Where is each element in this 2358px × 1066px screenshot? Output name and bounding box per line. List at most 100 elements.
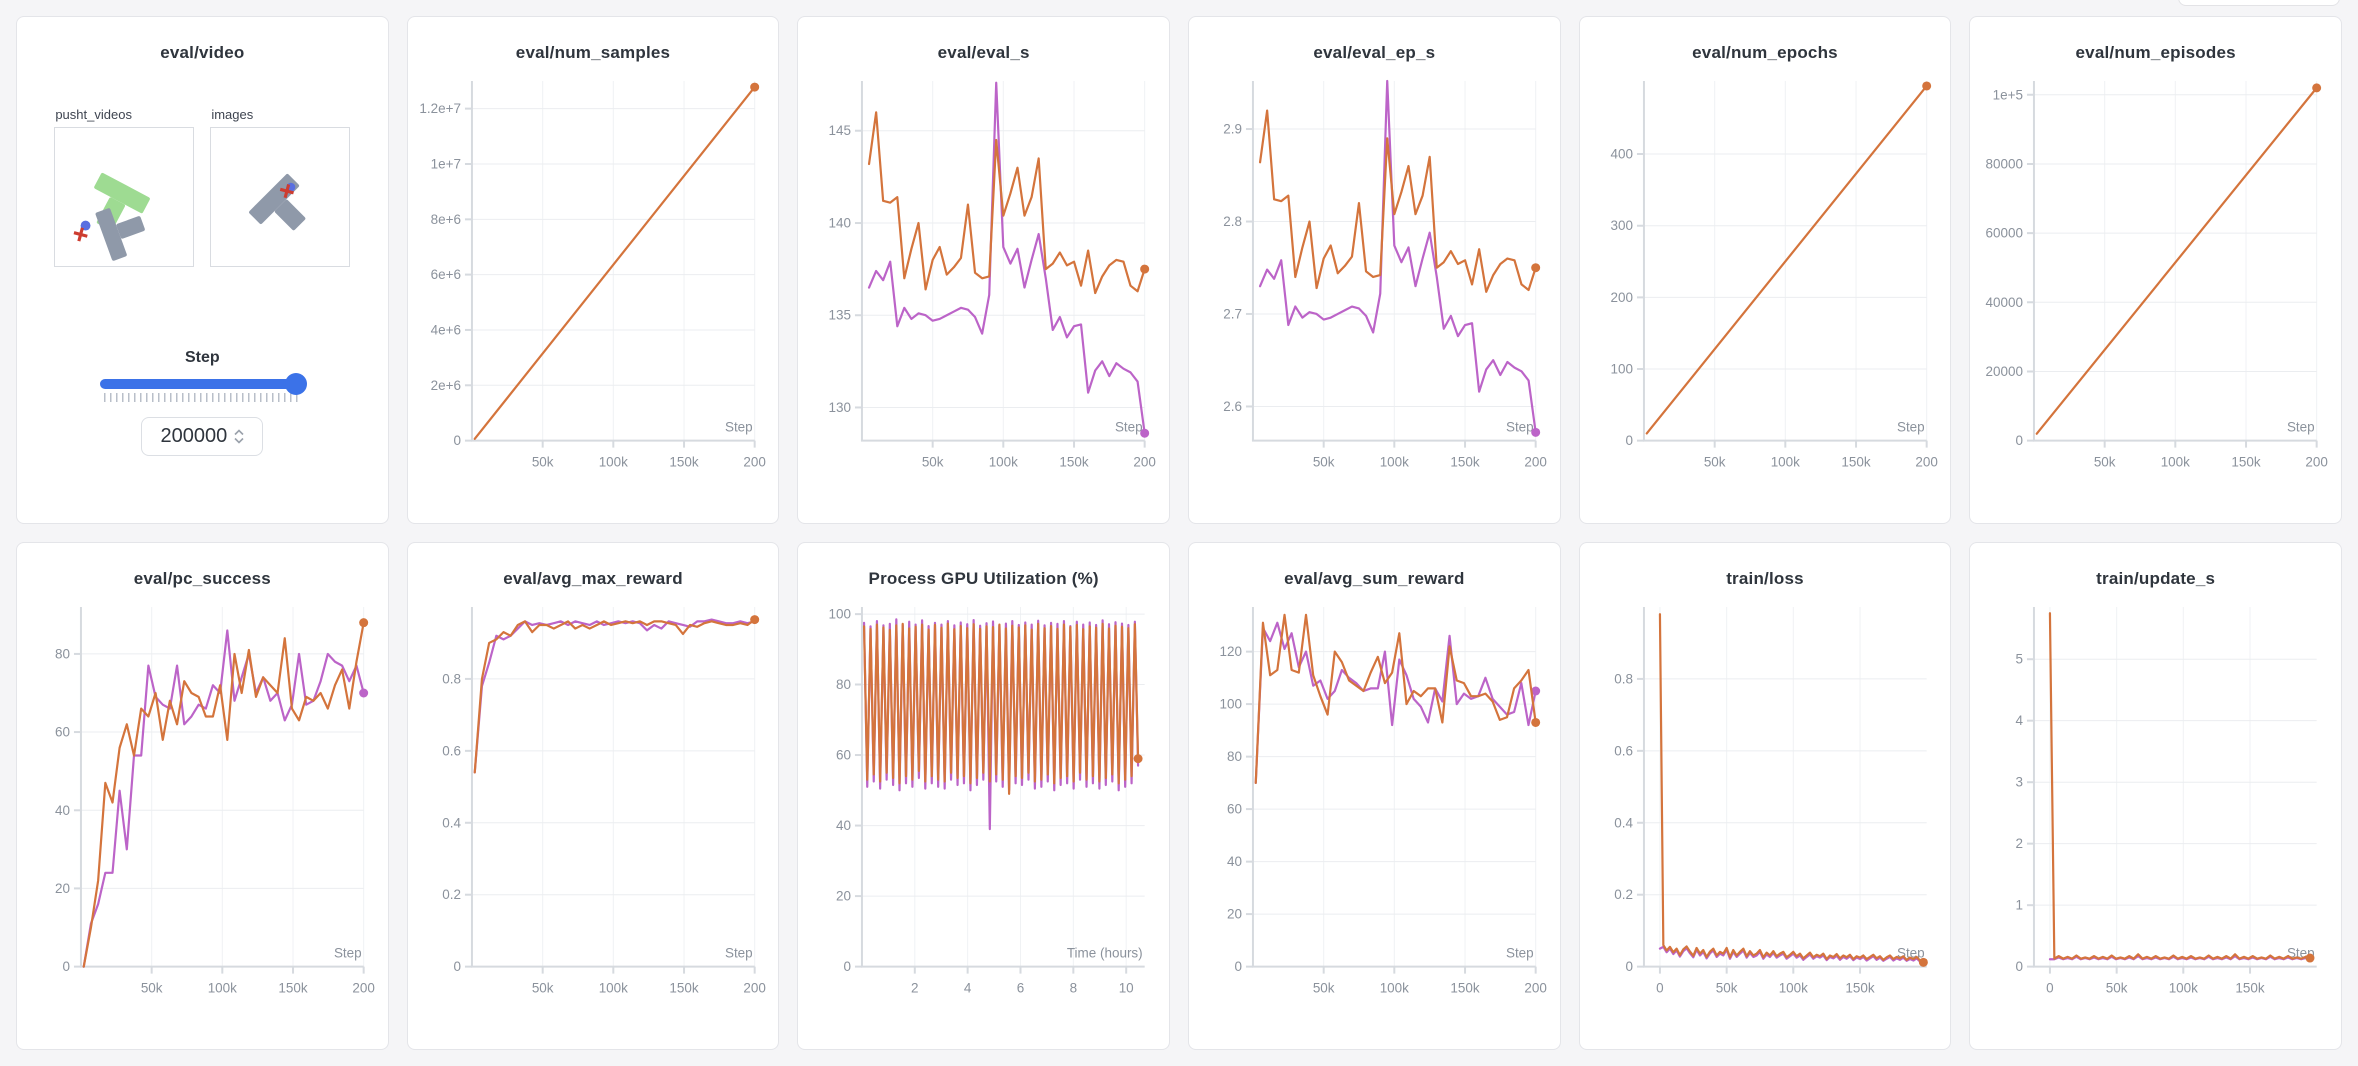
chart-title: eval/pc_success: [133, 569, 271, 588]
goal-cross-icon: [280, 184, 295, 199]
svg-text:400: 400: [1610, 147, 1632, 162]
svg-text:0.6: 0.6: [1614, 743, 1633, 758]
svg-text:130: 130: [829, 400, 851, 415]
svg-text:100k: 100k: [208, 981, 237, 996]
svg-text:100k: 100k: [2169, 981, 2198, 996]
chevron-down-icon[interactable]: [234, 437, 244, 444]
svg-text:Step: Step: [725, 946, 753, 961]
svg-text:Step: Step: [725, 420, 753, 435]
svg-text:0: 0: [453, 433, 461, 448]
chart-title: Process GPU Utilization (%): [868, 569, 1099, 588]
clipped-panel-edge: [2178, 0, 2340, 6]
chart-gpu-utilization[interactable]: 2 4 6 8 10 0 20 40 60 80 100 Time (hours): [810, 591, 1157, 1025]
svg-text:5: 5: [2016, 652, 2024, 667]
slider-handle[interactable]: [285, 373, 308, 395]
chart-title: eval/num_samples: [515, 43, 671, 62]
chart-eval-eval-s[interactable]: 50k 100k 150k 200 130 135 140 145 Step: [810, 65, 1157, 499]
svg-text:100k: 100k: [1778, 981, 1807, 996]
step-input-value[interactable]: 200000: [160, 425, 228, 447]
svg-text:150k: 150k: [669, 455, 698, 470]
chevron-up-icon[interactable]: [234, 429, 244, 436]
svg-text:2.7: 2.7: [1223, 306, 1242, 321]
svg-text:4e+6: 4e+6: [430, 322, 460, 337]
svg-text:200: 200: [1524, 981, 1546, 996]
svg-text:150k: 150k: [669, 981, 698, 996]
svg-text:50k: 50k: [922, 455, 944, 470]
svg-text:150k: 150k: [2232, 455, 2261, 470]
slider-track[interactable]: [100, 373, 308, 395]
svg-text:200: 200: [743, 455, 765, 470]
svg-text:150k: 150k: [1450, 981, 1479, 996]
svg-text:50k: 50k: [141, 981, 163, 996]
svg-text:1e+7: 1e+7: [430, 156, 460, 171]
svg-text:150k: 150k: [278, 981, 307, 996]
svg-text:100k: 100k: [598, 455, 627, 470]
svg-text:60000: 60000: [1986, 226, 2023, 241]
media-thumbnails: pusht_videos: [29, 107, 376, 267]
chart-train-loss[interactable]: 0 50k 100k 150k 0 0.2 0.4 0.6 0.8 Step: [1592, 591, 1939, 1025]
svg-text:50k: 50k: [531, 981, 553, 996]
panel-eval-avg-sum-reward: eval/avg_sum_reward 50k 100k 150k 200 0 20 40 6…: [1187, 542, 1561, 1050]
svg-text:100: 100: [829, 607, 851, 622]
images-thumbnail[interactable]: [210, 127, 351, 267]
stepper-buttons: [234, 429, 244, 444]
svg-text:0: 0: [844, 959, 852, 974]
slider-tick-marks: [104, 393, 301, 402]
chart-eval-eval-ep-s[interactable]: 50k 100k 150k 200 2.6 2.7 2.8 2.9 Step: [1201, 65, 1548, 499]
svg-text:0: 0: [2016, 433, 2024, 448]
svg-text:2: 2: [911, 981, 919, 996]
svg-text:200: 200: [352, 981, 374, 996]
svg-text:135: 135: [829, 308, 851, 323]
svg-text:60: 60: [55, 725, 70, 740]
chart-train-update-s[interactable]: 0 50k 100k 150k 0 1 2 3 4 5 Step: [1982, 591, 2329, 1025]
chart-eval-avg-max-reward[interactable]: 50k 100k 150k 200 0 0.2 0.4 0.6 0.8 Step: [420, 591, 767, 1025]
step-slider[interactable]: [100, 373, 308, 402]
svg-text:4: 4: [964, 981, 972, 996]
chart-eval-pc-success[interactable]: 50k 100k 150k 200 0 20 40 60 80 Step: [29, 591, 376, 1025]
chart-eval-avg-sum-reward[interactable]: 50k 100k 150k 200 0 20 40 60 80 100 120 Step: [1201, 591, 1548, 1025]
svg-text:200: 200: [1610, 290, 1632, 305]
images-group: images: [210, 107, 351, 267]
svg-text:Step: Step: [1506, 946, 1534, 961]
svg-text:0: 0: [1234, 959, 1242, 974]
svg-text:50k: 50k: [1313, 981, 1335, 996]
svg-text:0.4: 0.4: [1614, 815, 1633, 830]
svg-text:40000: 40000: [1986, 295, 2023, 310]
svg-text:200: 200: [1134, 455, 1156, 470]
svg-text:20000: 20000: [1986, 364, 2023, 379]
svg-text:2.6: 2.6: [1223, 399, 1242, 414]
svg-text:100: 100: [1610, 361, 1632, 376]
chart-title: train/loss: [1726, 569, 1804, 588]
chart-eval-num-samples[interactable]: 50k 100k 150k 200 0 2e+6 4e+6 6e+6 8e+6 1e+7 1.2e+…: [420, 65, 767, 499]
chart-eval-num-epochs[interactable]: 50k 100k 150k 200 0 100 200 300 400 Step: [1592, 65, 1939, 499]
panel-train-loss: train/loss 0 50k 100k 150k 0 0.2 0.4 0.6 0.8 Step: [1578, 542, 1952, 1050]
svg-text:150k: 150k: [1450, 455, 1479, 470]
images-label: images: [211, 107, 254, 122]
panel-eval-video: eval/video pusht_videos: [16, 16, 389, 524]
svg-text:300: 300: [1610, 218, 1632, 233]
svg-text:200: 200: [2306, 455, 2328, 470]
svg-text:50k: 50k: [2094, 455, 2116, 470]
step-input[interactable]: 200000: [141, 417, 264, 456]
svg-text:10: 10: [1119, 981, 1134, 996]
step-slider-label: Step: [184, 349, 220, 366]
chart-title: train/update_s: [2096, 569, 2216, 588]
svg-text:2.8: 2.8: [1223, 214, 1242, 229]
svg-text:60: 60: [836, 748, 851, 763]
svg-text:2: 2: [2016, 836, 2024, 851]
svg-text:120: 120: [1219, 644, 1241, 659]
panel-train-update-s: train/update_s 0 50k 100k 150k 0 1 2 3 4 5 Step: [1969, 542, 2342, 1050]
panel-eval-num-samples: eval/num_samples 50k 100k 150k 200 0 2e+6 4e+6…: [406, 16, 780, 524]
svg-text:200: 200: [1524, 455, 1546, 470]
svg-text:Step: Step: [1897, 420, 1925, 435]
chart-title: eval/eval_s: [937, 43, 1030, 62]
svg-text:0.8: 0.8: [442, 671, 461, 686]
svg-text:Step: Step: [1506, 420, 1534, 435]
chart-eval-num-episodes[interactable]: 50k 100k 150k 200 0 20000 40000 60000 80000 1e+5 S…: [1982, 65, 2329, 499]
svg-text:1e+5: 1e+5: [1993, 87, 2023, 102]
svg-text:40: 40: [55, 803, 70, 818]
svg-text:8e+6: 8e+6: [430, 212, 460, 227]
svg-text:0.2: 0.2: [442, 887, 461, 902]
pusht-video-thumbnail[interactable]: [54, 127, 195, 267]
